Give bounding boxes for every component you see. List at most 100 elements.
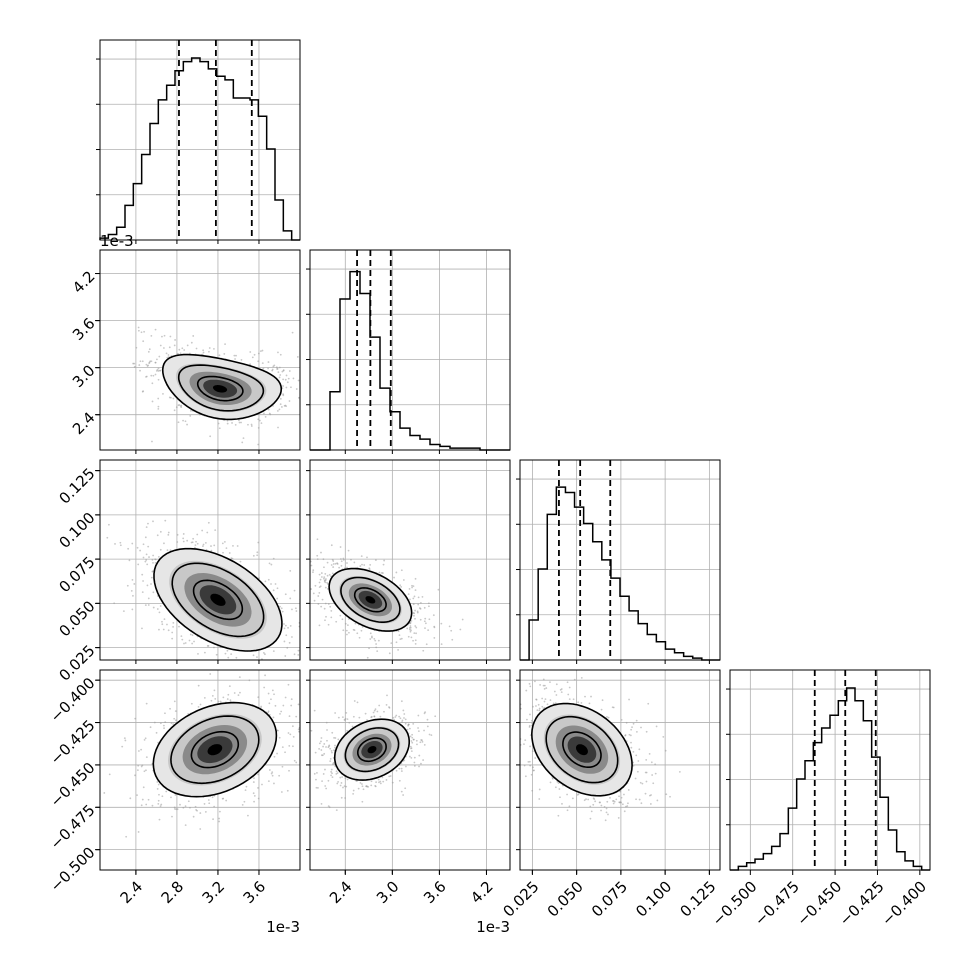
sample-point: [222, 696, 225, 699]
sample-point: [133, 583, 136, 585]
sample-point: [383, 559, 386, 562]
sample-point: [191, 541, 194, 544]
sample-point: [419, 607, 422, 610]
hist-panel-2: [306, 249, 511, 451]
sample-point: [151, 440, 153, 443]
sample-point: [379, 780, 382, 783]
sample-point: [318, 573, 321, 576]
sample-point: [366, 556, 368, 559]
sample-point: [339, 784, 342, 787]
sample-point: [167, 354, 170, 356]
sample-point: [374, 708, 377, 711]
sample-point: [240, 359, 243, 361]
sample-point: [256, 663, 258, 665]
pair-panel-contents: [91, 250, 300, 450]
sample-point: [389, 775, 392, 777]
sample-point: [428, 618, 431, 621]
sample-point: [162, 347, 165, 349]
sample-point: [170, 722, 173, 725]
sample-point: [378, 704, 381, 707]
sample-point: [140, 804, 143, 807]
sample-point: [314, 584, 317, 587]
sample-point: [409, 630, 412, 633]
sample-point: [278, 376, 281, 379]
sample-point: [408, 588, 411, 590]
sample-point: [592, 803, 595, 806]
sample-point: [393, 718, 395, 721]
sample-point: [145, 559, 148, 561]
sample-point: [451, 638, 454, 641]
sample-point: [402, 579, 405, 581]
sample-point: [141, 764, 144, 767]
sample-point: [121, 745, 124, 748]
sample-point: [267, 578, 270, 581]
sample-point: [241, 803, 244, 806]
sample-point: [424, 617, 427, 620]
sample-point: [395, 571, 398, 574]
sample-point: [174, 808, 176, 810]
sample-point: [233, 354, 236, 357]
sample-point: [282, 378, 285, 381]
sample-point: [400, 569, 403, 572]
sample-point: [284, 655, 287, 657]
sample-point: [91, 294, 93, 296]
sample-point: [361, 626, 364, 628]
sample-point: [267, 367, 270, 370]
sample-point: [415, 632, 417, 635]
sample-point: [312, 592, 315, 595]
sample-point: [167, 629, 170, 632]
sample-point: [141, 627, 143, 630]
sample-point: [345, 629, 348, 632]
sample-point: [218, 810, 221, 813]
sample-point: [634, 777, 637, 780]
sample-point: [174, 339, 177, 341]
sample-point: [158, 818, 161, 821]
sample-point: [399, 638, 402, 640]
sample-point: [288, 400, 291, 402]
sample-point: [292, 377, 295, 380]
sample-point: [433, 625, 436, 628]
sample-point: [655, 725, 658, 728]
sample-point: [159, 548, 162, 551]
sample-point: [288, 370, 291, 372]
sample-point: [268, 412, 271, 415]
sample-point: [215, 653, 218, 656]
sample-point: [353, 700, 356, 702]
sample-point: [197, 652, 199, 655]
sample-point: [314, 751, 317, 754]
sample-point: [374, 785, 377, 788]
sample-point: [411, 741, 414, 744]
sample-point: [407, 635, 410, 638]
sample-point: [297, 728, 300, 731]
sample-point: [180, 635, 183, 638]
sample-point: [353, 629, 356, 632]
sample-point: [150, 576, 153, 579]
sample-point: [143, 738, 146, 741]
sample-point: [156, 788, 159, 790]
sample-point: [256, 656, 258, 659]
sample-point: [404, 718, 407, 721]
sample-point: [334, 744, 336, 747]
sample-point: [427, 629, 430, 632]
sample-point: [295, 761, 298, 764]
sample-point: [324, 619, 326, 622]
sample-point: [163, 618, 166, 621]
sample-point: [418, 754, 421, 757]
sample-point: [289, 569, 292, 572]
sample-point: [135, 346, 138, 349]
density-level: [207, 744, 223, 756]
sample-point: [461, 618, 464, 621]
sample-point: [360, 629, 363, 632]
sample-point: [195, 540, 197, 543]
sample-point: [285, 374, 288, 377]
sample-point: [662, 735, 665, 738]
sample-point: [145, 363, 148, 366]
sample-point: [303, 581, 305, 583]
sample-point: [415, 626, 418, 629]
sample-point: [239, 560, 242, 563]
sample-point: [157, 370, 160, 372]
sample-point: [177, 404, 180, 407]
sample-point: [278, 366, 281, 369]
sample-point: [329, 747, 332, 750]
sample-point: [395, 714, 398, 717]
